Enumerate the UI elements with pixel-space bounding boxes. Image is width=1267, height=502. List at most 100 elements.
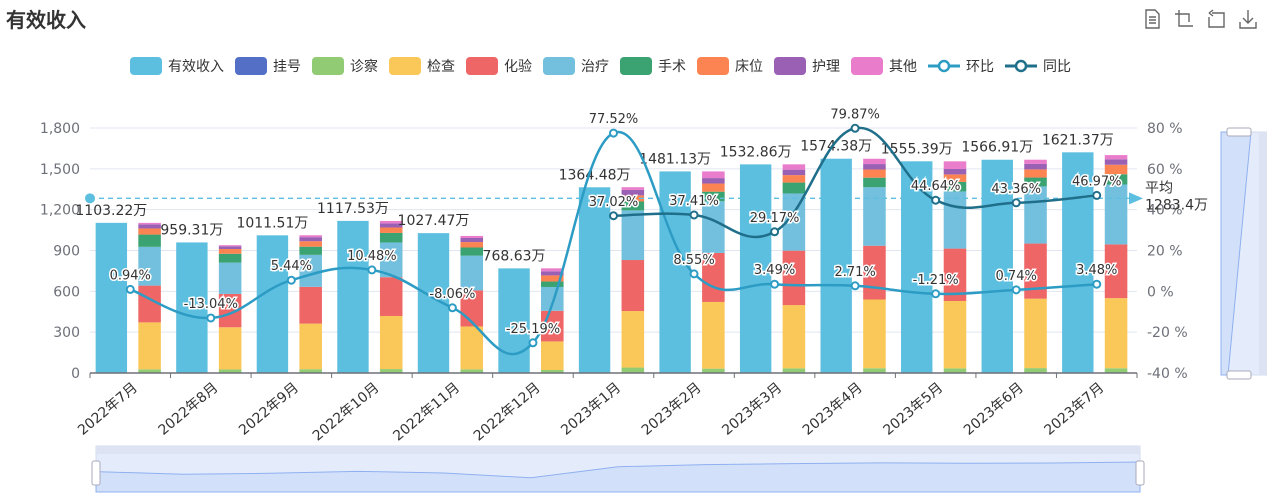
bar-segment-治疗[interactable] — [702, 201, 725, 253]
legend-item-3[interactable]: 检查 — [389, 56, 455, 76]
bar-segment-化验[interactable] — [782, 250, 806, 306]
bar-segment-治疗[interactable] — [299, 254, 322, 287]
bar-segment-手术[interactable] — [299, 246, 322, 255]
bar-segment-检查[interactable] — [943, 300, 967, 369]
bar-segment-护理[interactable] — [379, 223, 403, 228]
bar-segment-治疗[interactable] — [863, 187, 886, 246]
bar-segment-护理[interactable] — [702, 178, 725, 184]
legend-item-0[interactable]: 有效收入 — [130, 56, 224, 76]
bar-segment-护理[interactable] — [1104, 159, 1128, 165]
bar-segment-诊察[interactable] — [621, 367, 645, 373]
bar-segment-其他[interactable] — [943, 161, 967, 169]
bar-segment-手术[interactable] — [1024, 177, 1047, 187]
bar-segment-治疗[interactable] — [943, 191, 967, 249]
line-point-同比[interactable] — [609, 211, 618, 221]
bar-segment-其他[interactable] — [702, 171, 725, 179]
legend-item-5[interactable]: 治疗 — [543, 56, 609, 76]
bar-segment-护理[interactable] — [460, 237, 484, 243]
bar-segment-床位[interactable] — [460, 242, 484, 248]
bar-segment-化验[interactable] — [218, 293, 242, 328]
bar-segment-护理[interactable] — [138, 224, 161, 229]
bar-segment-护理[interactable] — [1024, 163, 1047, 170]
bar-segment-护理[interactable] — [299, 237, 322, 242]
line-point-环比[interactable] — [206, 313, 216, 323]
line-point-环比[interactable] — [689, 269, 699, 279]
bar-segment-床位[interactable] — [299, 241, 322, 247]
bar-segment-诊察[interactable] — [218, 369, 242, 373]
bar-segment-检查[interactable] — [1104, 298, 1128, 369]
bar-segment-治疗[interactable] — [218, 262, 242, 294]
bar-segment-其他[interactable] — [460, 235, 484, 238]
bar-segment-其他[interactable] — [299, 235, 322, 238]
bar-segment-床位[interactable] — [943, 174, 967, 182]
bar-segment-护理[interactable] — [541, 271, 564, 276]
bar-segment-检查[interactable] — [863, 299, 886, 369]
bar-segment-化验[interactable] — [299, 286, 322, 324]
bar-total[interactable] — [820, 158, 852, 373]
bar-segment-床位[interactable] — [541, 275, 564, 282]
bar-segment-床位[interactable] — [1104, 164, 1128, 175]
line-point-环比[interactable] — [931, 289, 941, 299]
bar-segment-诊察[interactable] — [1024, 368, 1047, 373]
bar-segment-化验[interactable] — [1104, 244, 1128, 299]
legend-item-9[interactable]: 其他 — [851, 56, 917, 76]
bar-segment-床位[interactable] — [863, 169, 886, 178]
bar-total[interactable] — [176, 242, 208, 373]
line-point-同比[interactable] — [770, 227, 780, 237]
bar-segment-检查[interactable] — [702, 301, 725, 369]
line-point-环比[interactable] — [528, 338, 538, 348]
datazoom-x-handle-bar[interactable] — [96, 446, 1140, 454]
datazoom-y-bottom-handle[interactable] — [1226, 370, 1252, 380]
line-point-环比[interactable] — [850, 281, 860, 291]
bar-segment-诊察[interactable] — [863, 368, 886, 373]
bar-segment-其他[interactable] — [379, 220, 403, 224]
bar-total[interactable] — [659, 171, 691, 373]
bar-segment-床位[interactable] — [379, 227, 403, 233]
bar-segment-手术[interactable] — [460, 247, 484, 256]
bar-segment-床位[interactable] — [782, 175, 806, 183]
bar-segment-护理[interactable] — [218, 246, 242, 250]
bar-segment-其他[interactable] — [1104, 155, 1128, 160]
datazoom-y-top-handle[interactable] — [1226, 127, 1252, 137]
bar-segment-手术[interactable] — [541, 281, 564, 287]
bar-total[interactable] — [256, 235, 289, 373]
bar-total[interactable] — [901, 161, 933, 373]
bar-segment-检查[interactable] — [138, 322, 161, 370]
bar-segment-化验[interactable] — [379, 277, 403, 316]
bar-segment-治疗[interactable] — [541, 286, 564, 311]
bar-segment-手术[interactable] — [138, 234, 161, 247]
bar-segment-诊察[interactable] — [299, 369, 322, 373]
zoom-icon[interactable] — [1173, 8, 1195, 30]
zoom-reset-icon[interactable] — [1205, 8, 1227, 30]
legend-item-11[interactable]: 同比 — [1005, 56, 1071, 76]
line-point-环比[interactable] — [286, 275, 296, 285]
bar-segment-手术[interactable] — [863, 177, 886, 188]
legend-item-2[interactable]: 诊察 — [312, 56, 378, 76]
bar-segment-检查[interactable] — [782, 305, 806, 369]
bar-segment-床位[interactable] — [702, 183, 725, 192]
line-point-同比[interactable] — [1092, 190, 1102, 200]
line-point-环比[interactable] — [125, 284, 135, 294]
line-point-环比[interactable] — [770, 279, 780, 289]
line-point-环比[interactable] — [1092, 279, 1102, 289]
bar-segment-诊察[interactable] — [138, 369, 161, 373]
bar-segment-手术[interactable] — [621, 201, 645, 211]
bar-segment-诊察[interactable] — [702, 368, 725, 373]
bar-segment-护理[interactable] — [863, 164, 886, 170]
bar-segment-手术[interactable] — [782, 182, 806, 194]
bar-segment-检查[interactable] — [621, 311, 645, 368]
data-view-icon[interactable] — [1141, 8, 1163, 30]
bar-segment-治疗[interactable] — [1104, 184, 1128, 245]
bar-total[interactable] — [739, 164, 772, 373]
bar-segment-手术[interactable] — [218, 253, 242, 263]
bar-segment-检查[interactable] — [299, 323, 322, 370]
legend-item-4[interactable]: 化验 — [466, 56, 532, 76]
bar-segment-诊察[interactable] — [782, 368, 806, 373]
legend-item-7[interactable]: 床位 — [697, 56, 763, 76]
bar-segment-手术[interactable] — [943, 181, 967, 192]
bar-segment-其他[interactable] — [218, 245, 242, 247]
bar-segment-化验[interactable] — [1024, 243, 1047, 299]
bar-total[interactable] — [578, 187, 611, 373]
legend-item-6[interactable]: 手术 — [620, 56, 686, 76]
bar-segment-检查[interactable] — [218, 327, 242, 370]
